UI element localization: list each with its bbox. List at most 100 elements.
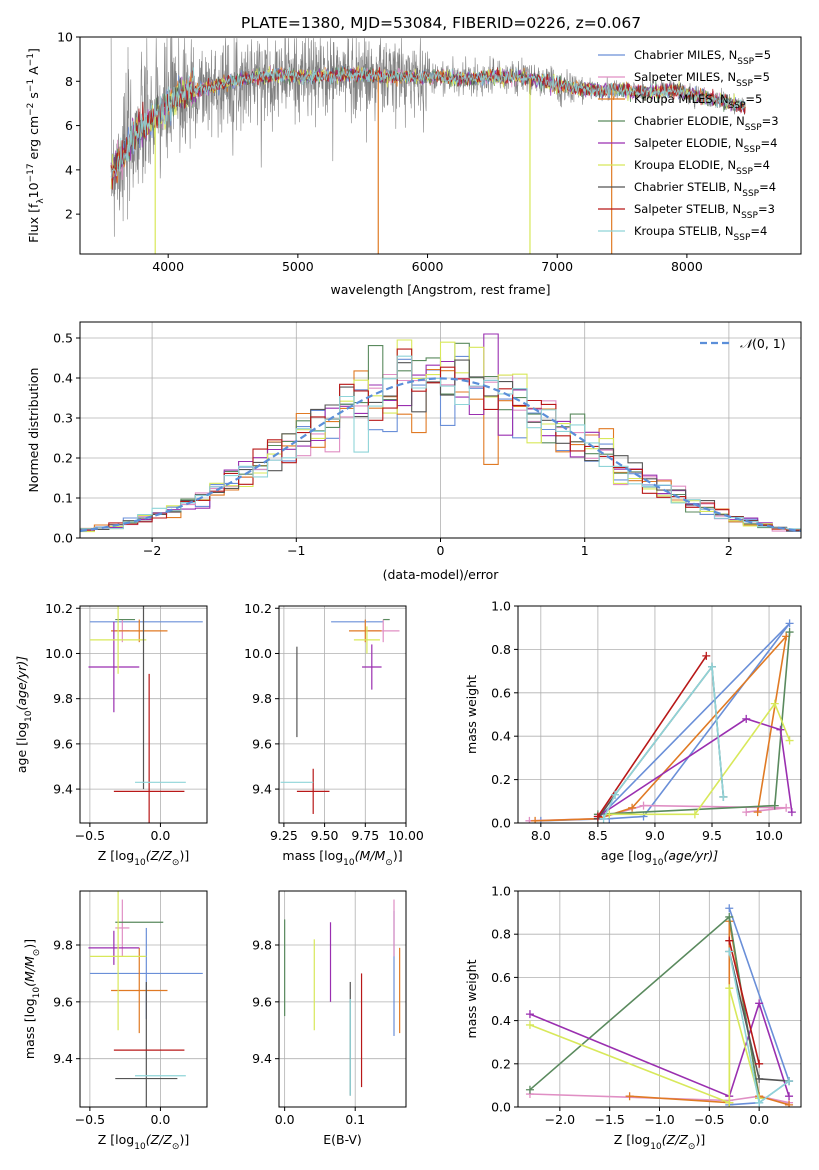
legend-label: Kroupa MILES, NSSP=5 (634, 92, 762, 111)
y-tick-label: 9.4 (252, 782, 272, 797)
x-tick-label: 8000 (671, 259, 703, 274)
x-tick-label: 8.0 (531, 828, 551, 843)
weight-marker (525, 1020, 534, 1029)
weight-marker (742, 808, 751, 817)
y-tick-label: 0.0 (53, 531, 73, 546)
y-tick-label: 10.0 (244, 646, 272, 661)
weight-marker (755, 1059, 764, 1068)
y-tick-label: 1.0 (491, 884, 511, 899)
y-tick-label: 6 (65, 118, 73, 133)
y-tick-label: 0.4 (53, 371, 73, 386)
weight-marker (690, 810, 699, 819)
plot-area (279, 606, 406, 823)
weight-series-line (597, 717, 793, 818)
y-tick-label: 8 (65, 74, 73, 89)
y-tick-label: 2 (65, 207, 73, 222)
plot-area (80, 891, 207, 1107)
legend-label: Kroupa ELODIE, NSSP=4 (634, 158, 770, 177)
gaussian-curve (80, 377, 801, 533)
x-tick-label: −0.5 (75, 1112, 105, 1127)
legend-label: Salpeter ELODIE, NSSP=4 (634, 136, 777, 155)
x-tick-label: −1.5 (594, 1112, 624, 1127)
y-tick-label: 9.8 (53, 691, 73, 706)
weight-marker (755, 1098, 764, 1107)
weight-marker (725, 947, 734, 956)
model-spectrum (110, 67, 746, 179)
y-axis-label-group: Normed distribution (26, 368, 41, 493)
x-tick-label: 0 (437, 543, 445, 558)
y-tick-label: 0.0 (491, 816, 511, 831)
weight-marker (755, 999, 764, 1008)
weight-marker (719, 792, 728, 801)
x-tick-label: 8.5 (588, 828, 608, 843)
plot-area (80, 606, 207, 823)
weight-marker (785, 1092, 794, 1101)
y-tick-label: 9.8 (53, 938, 73, 953)
weight-marker (785, 619, 794, 628)
weight-marker (753, 808, 762, 817)
y-axis-label: mass weight (464, 675, 479, 754)
weight-marker (755, 1074, 764, 1083)
y-tick-label: 0.4 (491, 1013, 511, 1028)
y-tick-label: 10 (57, 30, 73, 45)
x-axis-label: Z [log10(Z/Z⊙)] (98, 848, 189, 868)
x-axis-label: Z [log10(Z/Z⊙)] (614, 1132, 705, 1152)
weight-marker (770, 699, 779, 708)
weight-series-line (597, 655, 707, 817)
legend: Chabrier MILES, NSSP=5 Salpeter MILES, NS… (598, 48, 779, 243)
y-tick-label: 0.2 (491, 772, 511, 787)
x-tick-label: 0.0 (749, 1112, 769, 1127)
legend-label: Chabrier MILES, NSSP=5 (634, 48, 771, 67)
weight-marker (625, 1092, 634, 1101)
weight-series-line (728, 940, 760, 1064)
y-tick-label: 0.0 (491, 1100, 511, 1115)
y-tick-label: 9.6 (53, 736, 73, 751)
weight-marker (639, 801, 648, 810)
x-axis-label: age [log10(age/yr)] (601, 848, 718, 868)
panel-mass_vs_Z: −0.5 0.0 9.4 9.6 9.8 Z [log10(Z/Z⊙)] mass [log… (22, 890, 208, 1152)
y-axis-label: mass weight (464, 959, 479, 1038)
x-tick-label: −1 (287, 543, 305, 558)
plot-area (110, 37, 746, 254)
legend: 𝒩(0, 1) (700, 336, 786, 351)
axes-frame (79, 605, 208, 824)
panel-weight_vs_age: 8.0 8.5 9.0 9.5 10.0 0.0 0.2 0.4 0.6 0.8 1.0 age [l… (464, 599, 802, 868)
weight-marker (707, 662, 716, 671)
weight-marker (593, 812, 602, 821)
axes-frame (278, 890, 407, 1108)
panel-spectrum: 4000 5000 6000 7000 8000 2 4 6 8 10 Chabrier MILES… (26, 30, 802, 297)
y-tick-label: 1.0 (491, 599, 511, 614)
x-tick-label: −0.5 (694, 1112, 724, 1127)
weight-series-line (602, 664, 725, 820)
y-tick-label: 10.2 (244, 601, 272, 616)
y-axis-label-group: mass weight (464, 675, 479, 754)
plot-area (80, 322, 801, 538)
histogram-series (80, 355, 801, 530)
weight-marker (776, 725, 785, 734)
axes-frame (517, 605, 802, 824)
y-tick-label: 0.3 (53, 411, 73, 426)
y-tick-label: 9.4 (53, 1051, 73, 1066)
weight-marker (725, 904, 734, 913)
weight-marker (531, 816, 540, 823)
weight-marker (785, 1100, 794, 1107)
weight-marker (725, 984, 734, 993)
y-axis-label-group: Flux [fλ10−17 erg cm−2 s−1 A−1] (26, 48, 46, 243)
y-axis-label: mass [log10(M/M⊙)] (22, 939, 42, 1059)
weight-marker (610, 790, 619, 799)
weight-marker (725, 936, 734, 945)
y-axis-label: Normed distribution (26, 368, 41, 493)
y-tick-label: 10.2 (45, 601, 73, 616)
x-tick-label: −2.0 (545, 1112, 575, 1127)
x-axis-label: E(B-V) (323, 1132, 362, 1147)
x-tick-label: 4000 (152, 259, 184, 274)
y-tick-label: 0.2 (53, 451, 73, 466)
x-tick-label: 2 (725, 543, 733, 558)
weight-marker (785, 1077, 794, 1086)
panel-residuals: −2 −1 0 1 2 0.0 0.1 0.2 0.3 0.4 0.5 𝒩(0, 1) (data-mo… (26, 321, 802, 582)
x-tick-label: 7000 (541, 259, 573, 274)
x-axis-label: wavelength [Angstrom, rest frame] (330, 282, 550, 297)
